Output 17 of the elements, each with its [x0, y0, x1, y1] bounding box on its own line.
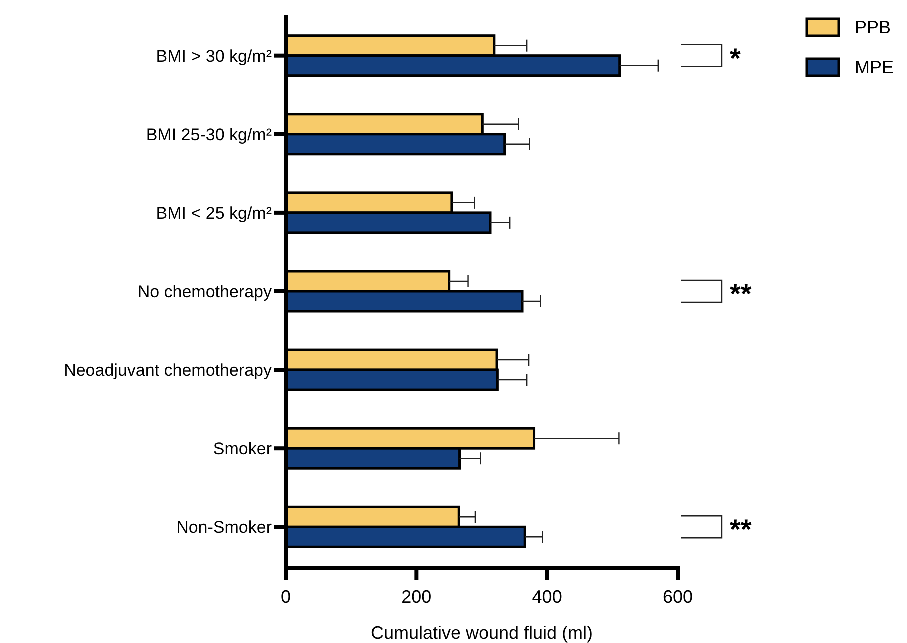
y-tick-label: No chemotherapy	[138, 282, 272, 302]
legend-label: PPB	[855, 17, 892, 38]
y-tick-label: Neoadjuvant chemotherapy	[64, 361, 272, 380]
x-axis-title: Cumulative wound fluid (ml)	[370, 623, 594, 643]
x-tick-label: 600	[662, 587, 694, 607]
text: *	[730, 42, 741, 74]
legend-label: MPE	[855, 57, 894, 78]
text: **	[730, 514, 752, 546]
y-tick-label: Non-Smoker	[176, 518, 272, 538]
y-tick-label: BMI < 25 kg/m²	[156, 204, 272, 223]
y-tick-label: Smoker	[213, 440, 272, 459]
x-tick-label: 200	[402, 587, 432, 607]
y-tick-label: BMI 25-30 kg/m²	[146, 125, 272, 144]
y-tick-label: BMI > 30 kg/m²	[156, 46, 272, 66]
x-tick-label: 400	[532, 587, 562, 607]
x-tick-label: 0	[280, 587, 292, 607]
text: **	[730, 278, 752, 310]
